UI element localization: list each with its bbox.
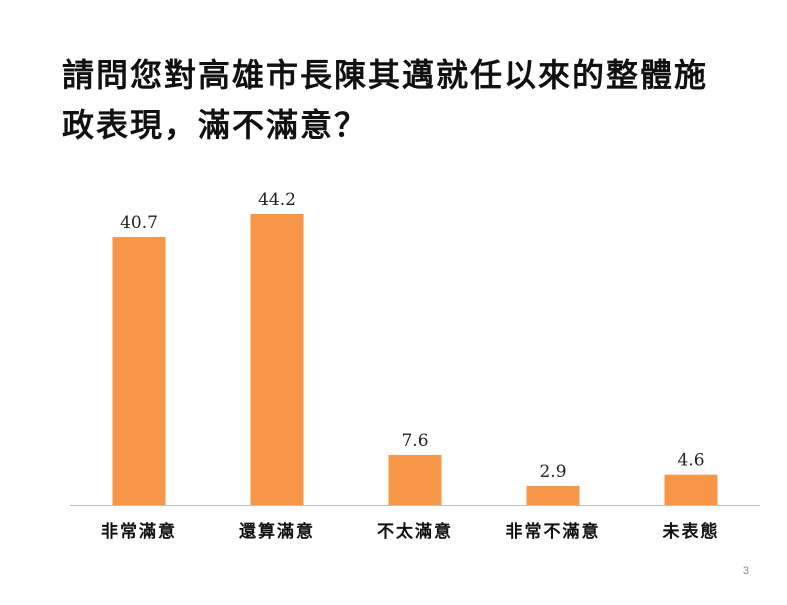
page-title: 請問您對高雄市長陳其邁就任以來的整體施 政表現，滿不滿意？	[62, 50, 752, 150]
bar-5	[664, 474, 718, 505]
category-label-5: 未表態	[662, 521, 720, 542]
category-label-2: 還算滿意	[239, 521, 315, 542]
page-number: 3	[742, 565, 749, 577]
bar-4	[526, 485, 580, 505]
title-line-2: 政表現，滿不滿意？	[62, 106, 369, 144]
data-label-2: 44.2	[258, 190, 296, 210]
category-label-1: 非常滿意	[101, 521, 177, 542]
bar-1	[112, 237, 166, 506]
bar-3	[388, 454, 442, 505]
data-label-4: 2.9	[539, 462, 566, 482]
data-label-3: 7.6	[401, 431, 428, 451]
data-label-5: 4.6	[677, 451, 704, 471]
bar-2	[250, 214, 304, 505]
title-line-1: 請問您對高雄市長陳其邁就任以來的整體施	[62, 56, 709, 94]
category-label-4: 非常不滿意	[506, 521, 601, 542]
data-label-1: 40.7	[120, 213, 158, 233]
category-label-3: 不太滿意	[377, 521, 453, 542]
